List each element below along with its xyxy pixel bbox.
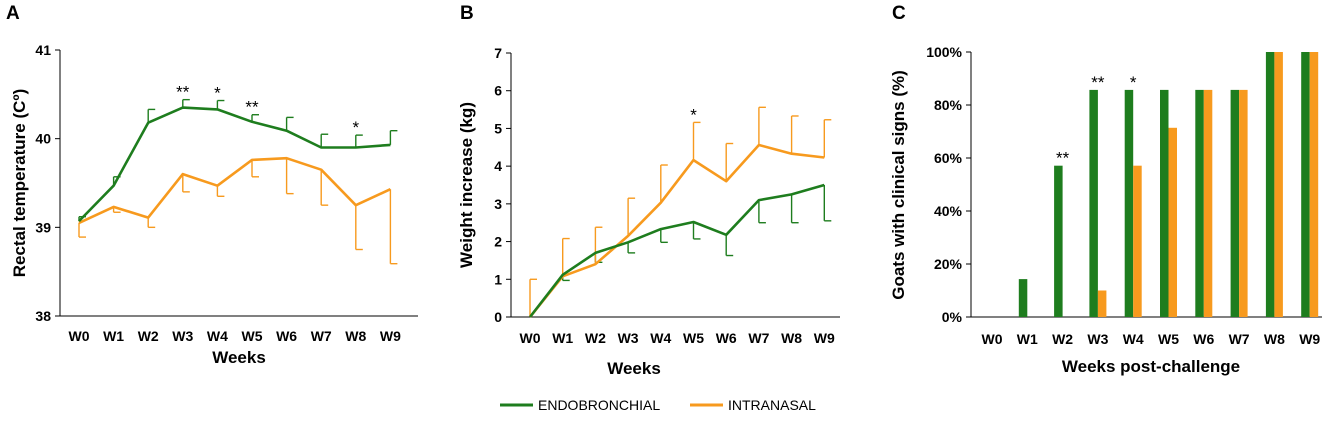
chart-c-xtick-label: W3 bbox=[1087, 331, 1108, 347]
chart-c-bar-endobronchial bbox=[1018, 279, 1028, 317]
chart-b-xtick-label: W9 bbox=[814, 330, 835, 346]
chart-a-series-line-endobronchial bbox=[78, 106, 391, 223]
chart-b-xtick-label: W8 bbox=[781, 330, 802, 346]
legend: ENDOBRONCHIAL INTRANASAL bbox=[500, 397, 816, 413]
chart-a-xtick-label: W4 bbox=[207, 328, 228, 344]
chart-c-xtick-label: W1 bbox=[1017, 331, 1038, 347]
chart-b-series-line-endobronchial bbox=[528, 183, 825, 318]
chart-c-significance-label: ** bbox=[1056, 149, 1070, 168]
chart-a-significance-label: * bbox=[214, 84, 221, 103]
chart-c-significance-label: ** bbox=[1091, 73, 1105, 92]
chart-a-ytick-label: 39 bbox=[35, 219, 51, 235]
chart-c-bar-endobronchial bbox=[1301, 52, 1310, 317]
chart-c-xlabel: Weeks post-challenge bbox=[1062, 357, 1240, 376]
chart-c-bar-endobronchial bbox=[1265, 52, 1275, 317]
chart-c-xtick-label: W5 bbox=[1158, 331, 1179, 347]
chart-a-xlabel: Weeks bbox=[212, 348, 266, 367]
chart-b-xtick-label: W4 bbox=[650, 330, 671, 346]
chart-a-xtick-label: W6 bbox=[276, 328, 297, 344]
chart-a-significance-label: ** bbox=[176, 83, 190, 102]
chart-c-ytick-label: 80% bbox=[934, 97, 963, 113]
chart-b-series-line-intranasal bbox=[528, 143, 825, 318]
chart-b-ytick-label: 6 bbox=[494, 83, 502, 99]
chart-b-xtick-label: W7 bbox=[748, 330, 769, 346]
chart-a-xtick-label: W8 bbox=[345, 328, 366, 344]
chart-b-xtick-label: W2 bbox=[585, 330, 606, 346]
chart-c-bar-endobronchial bbox=[1160, 89, 1169, 318]
chart-c-ytick-label: 20% bbox=[934, 256, 963, 272]
chart-a-xtick-label: W7 bbox=[311, 328, 332, 344]
chart-b-xtick-label: W0 bbox=[520, 330, 541, 346]
chart-c-bar-intranasal bbox=[1239, 89, 1248, 318]
chart-c-xtick-label: W9 bbox=[1299, 331, 1320, 347]
chart-c-bar-endobronchial bbox=[1195, 89, 1204, 318]
chart-b-ytick-label: 0 bbox=[494, 309, 502, 325]
chart-c-ytick-label: 40% bbox=[934, 203, 963, 219]
chart-c-bar-intranasal bbox=[1097, 290, 1107, 317]
chart-c-ytick-label: 100% bbox=[926, 44, 962, 60]
chart-a-xtick-label: W2 bbox=[138, 328, 159, 344]
chart-a-xtick-label: W0 bbox=[69, 328, 90, 344]
chart-c-xtick-label: W8 bbox=[1264, 331, 1285, 347]
chart-c-bar-endobronchial bbox=[1054, 165, 1063, 317]
chart-c-ytick-label: 0% bbox=[942, 309, 963, 325]
chart-b-xtick-label: W6 bbox=[716, 330, 737, 346]
chart-c-bar-intranasal bbox=[1133, 165, 1142, 317]
chart-c-bar-endobronchial bbox=[1124, 89, 1134, 318]
chart-c-xtick-label: W4 bbox=[1123, 331, 1144, 347]
chart-c-bar-intranasal bbox=[1203, 89, 1213, 318]
chart-b-xtick-label: W1 bbox=[552, 330, 573, 346]
chart-b-ytick-label: 4 bbox=[494, 158, 502, 174]
chart-b-xlabel: Weeks bbox=[607, 359, 661, 378]
chart-c-bar-intranasal bbox=[1168, 127, 1177, 317]
chart-c-bar-intranasal bbox=[1309, 52, 1319, 317]
legend-label-intranasal: INTRANASAL bbox=[728, 397, 816, 413]
chart-b-xtick-label: W3 bbox=[618, 330, 639, 346]
chart-b-ytick-label: 2 bbox=[494, 234, 502, 250]
panel-label-b: B bbox=[460, 3, 474, 24]
chart-c-clinical-signs: 0%20%40%60%80%100%W0 W1 W2 W3 W4 W5 W6 W7 W8 W9**… bbox=[926, 44, 1322, 347]
chart-c-xtick-label: W7 bbox=[1229, 331, 1250, 347]
chart-a-significance-label: * bbox=[352, 118, 359, 137]
chart-a-ytick-label: 40 bbox=[35, 131, 51, 147]
chart-b-ytick-label: 7 bbox=[494, 45, 502, 61]
chart-a-xtick-label: W1 bbox=[103, 328, 124, 344]
chart-b-significance-label: * bbox=[690, 105, 697, 124]
chart-a-xtick-label: W3 bbox=[172, 328, 193, 344]
chart-b-ytick-label: 3 bbox=[494, 196, 502, 212]
chart-c-xtick-label: W6 bbox=[1193, 331, 1214, 347]
chart-c-ylabel: Goats with clinical signs (%) bbox=[889, 70, 908, 300]
chart-a-xtick-label: W9 bbox=[380, 328, 401, 344]
chart-c-bar-intranasal bbox=[1274, 52, 1283, 317]
chart-a-xtick-label: W5 bbox=[242, 328, 263, 344]
panel-label-a: A bbox=[6, 3, 20, 24]
chart-c-bar-endobronchial bbox=[1089, 89, 1098, 318]
legend-label-endobronchial: ENDOBRONCHIAL bbox=[538, 397, 660, 413]
chart-a-ylabel: Rectal temperature (Cº) bbox=[10, 89, 29, 278]
chart-b-ytick-label: 1 bbox=[494, 271, 502, 287]
chart-b-ylabel: Weight increase (kg) bbox=[457, 102, 476, 268]
chart-c-xtick-label: W2 bbox=[1052, 331, 1073, 347]
chart-a-significance-label: ** bbox=[245, 98, 259, 117]
panel-label-c: C bbox=[892, 3, 906, 24]
chart-a-series-line-intranasal bbox=[78, 156, 391, 225]
chart-a-ytick-label: 38 bbox=[35, 308, 51, 324]
chart-c-ytick-label: 60% bbox=[934, 150, 963, 166]
chart-b-weight-increase: 0 1 2 3 4 5 6 7 W0 W1 W2 W3 W4 W5 W6 W7 W8 W9 * bbox=[494, 45, 840, 346]
chart-c-xtick-label: W0 bbox=[982, 331, 1003, 347]
chart-a-ytick-label: 41 bbox=[35, 42, 51, 58]
chart-b-xtick-label: W5 bbox=[683, 330, 704, 346]
chart-c-bar-endobronchial bbox=[1230, 89, 1240, 318]
chart-b-ytick-label: 5 bbox=[494, 120, 502, 136]
chart-c-significance-label: * bbox=[1130, 73, 1137, 92]
